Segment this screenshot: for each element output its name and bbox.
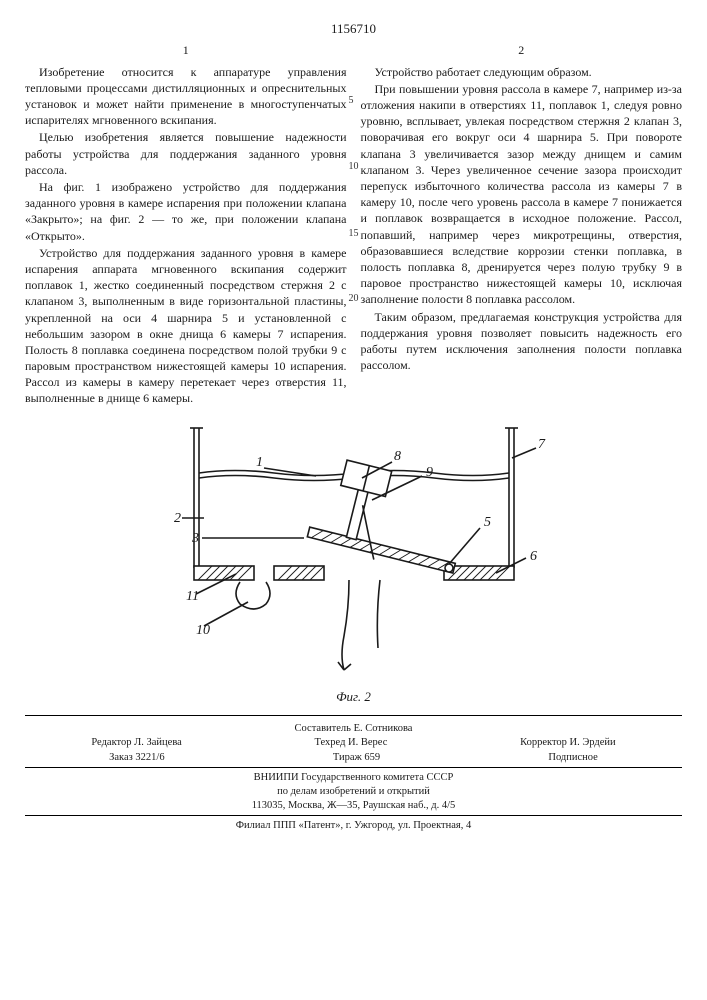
divider xyxy=(25,715,682,716)
line-marker: 15 xyxy=(349,227,359,241)
col-label-right: 2 xyxy=(361,42,683,58)
composer: Составитель Е. Сотникова xyxy=(25,722,682,736)
addr-line: 113035, Москва, Ж—35, Раушская наб., д. … xyxy=(25,799,682,813)
fig-label: 6 xyxy=(530,549,537,564)
fig-label: 1 xyxy=(256,455,263,470)
fig-label: 10 xyxy=(196,623,210,638)
fig-label: 11 xyxy=(186,589,199,604)
subscription: Подписное xyxy=(548,751,597,765)
credits-block: Составитель Е. Сотникова Редактор Л. Зай… xyxy=(25,722,682,832)
para: Устройство для поддержания заданного уро… xyxy=(25,245,347,407)
right-column: 2 5 10 15 20 Устройство работает следующ… xyxy=(361,42,683,408)
para: Устройство работает следующим образом. xyxy=(361,64,683,80)
figure-caption: Фиг. 2 xyxy=(25,688,682,706)
fig-label: 7 xyxy=(538,437,546,452)
tirage: Тираж 659 xyxy=(333,751,380,765)
line-marker: 5 xyxy=(349,94,354,108)
org-line: по делам изобретений и открытий xyxy=(25,785,682,799)
fig-label: 9 xyxy=(426,465,433,480)
col-label-left: 1 xyxy=(25,42,347,58)
techred: Техред И. Верес xyxy=(315,736,388,750)
figure: 1 2 3 5 6 7 8 9 10 11 xyxy=(25,418,682,682)
fig-label: 8 xyxy=(394,449,401,464)
fig-label: 5 xyxy=(484,515,491,530)
line-marker: 10 xyxy=(349,160,359,174)
patent-number: 1156710 xyxy=(25,20,682,38)
editor: Редактор Л. Зайцева xyxy=(91,736,181,750)
para: При повышении уровня рассола в камере 7,… xyxy=(361,81,683,308)
para: Изобретение относится к аппаратуре управ… xyxy=(25,64,347,129)
order: Заказ 3221/6 xyxy=(109,751,164,765)
divider xyxy=(25,815,682,816)
line-marker: 20 xyxy=(349,292,359,306)
org-line: ВНИИПИ Государственного комитета СССР xyxy=(25,771,682,785)
corrector: Корректор И. Эрдейи xyxy=(520,736,616,750)
para: Таким образом, предлагаемая конструкция … xyxy=(361,309,683,374)
fig-label: 3 xyxy=(191,531,199,546)
divider xyxy=(25,767,682,768)
fig-label: 2 xyxy=(174,511,181,526)
left-column: 1 Изобретение относится к аппаратуре упр… xyxy=(25,42,347,408)
figure-svg: 1 2 3 5 6 7 8 9 10 11 xyxy=(144,418,564,678)
para: Целью изобретения является повышение над… xyxy=(25,129,347,178)
text-columns: 1 Изобретение относится к аппаратуре упр… xyxy=(25,42,682,408)
para: На фиг. 1 изображено устройство для подд… xyxy=(25,179,347,244)
addr-line: Филиал ППП «Патент», г. Ужгород, ул. Про… xyxy=(25,819,682,833)
